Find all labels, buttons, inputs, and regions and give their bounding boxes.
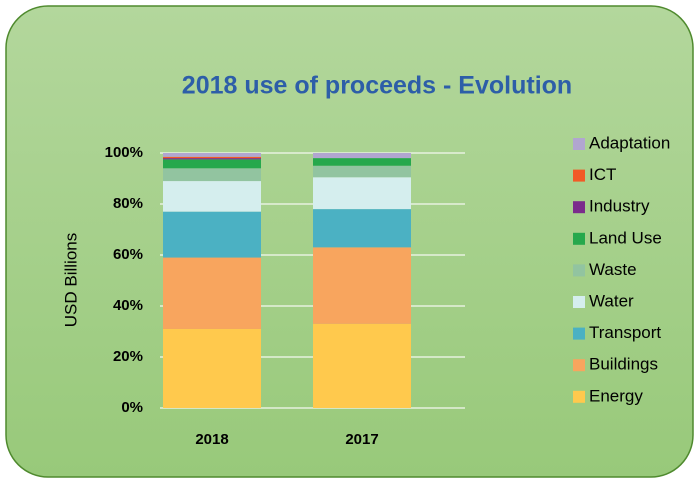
- bar-segment: [163, 328, 261, 408]
- bar-segment: [163, 211, 261, 258]
- legend-swatch: [573, 327, 585, 340]
- y-tick-label: 20%: [113, 348, 143, 365]
- x-tick-label: 2017: [345, 431, 378, 448]
- y-tick-label: 0%: [121, 399, 143, 416]
- legend-swatch: [573, 169, 585, 182]
- legend-label: Industry: [589, 197, 650, 216]
- bar-segment: [163, 156, 261, 159]
- y-tick-label: 100%: [105, 144, 143, 161]
- legend-label: Land Use: [589, 228, 662, 247]
- legend-swatch: [573, 232, 585, 245]
- bar-segment: [313, 209, 411, 248]
- bar-segment: [163, 159, 261, 169]
- legend-swatch: [573, 138, 585, 150]
- y-axis-label: USD Billions: [61, 233, 80, 327]
- y-tick-label: 80%: [113, 195, 143, 212]
- bar-segment: [163, 181, 261, 212]
- legend-label: Energy: [589, 386, 643, 405]
- bar-segment: [163, 257, 261, 329]
- bar-segment: [313, 165, 411, 178]
- legend-label: Water: [589, 291, 634, 310]
- y-tick-label: 40%: [113, 297, 143, 314]
- legend-label: Waste: [589, 260, 637, 279]
- legend-swatch: [573, 296, 585, 308]
- legend-swatch: [573, 359, 585, 372]
- x-tick-label: 2018: [195, 431, 228, 448]
- legend-swatch: [573, 264, 585, 277]
- legend-swatch: [573, 390, 585, 403]
- bar-segment: [313, 158, 411, 166]
- y-tick-label: 60%: [113, 246, 143, 263]
- legend-label: Adaptation: [589, 133, 670, 152]
- legend-label: ICT: [589, 165, 616, 184]
- bar-segment: [313, 177, 411, 210]
- bar-segment: [163, 153, 261, 157]
- bar-segment: [163, 168, 261, 182]
- bar-segment: [163, 158, 261, 160]
- bar-segment: [313, 323, 411, 408]
- legend-label: Transport: [589, 323, 661, 342]
- bar-segment: [313, 153, 411, 159]
- bar-segment: [313, 247, 411, 324]
- legend-label: Buildings: [589, 355, 658, 374]
- legend-swatch: [573, 201, 585, 214]
- chart-title: 2018 use of proceeds - Evolution: [182, 72, 572, 100]
